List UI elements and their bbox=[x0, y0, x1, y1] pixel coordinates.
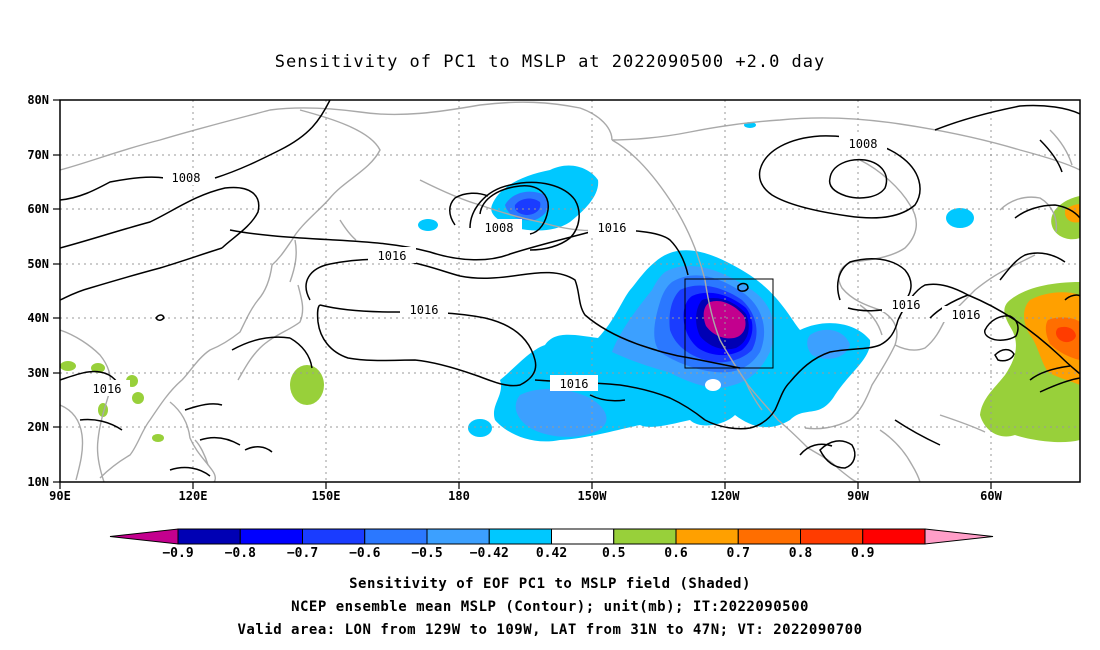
lat-label-20n: 20N bbox=[27, 420, 49, 434]
neg-field-patch-2 bbox=[468, 419, 492, 437]
contour-label-west-coast: 1016 bbox=[598, 221, 627, 235]
pos-field-patch-asia-1 bbox=[60, 361, 76, 371]
colorbar-tick-label: 0.42 bbox=[536, 546, 567, 561]
colorbar-tick-label: −0.9 bbox=[162, 546, 193, 561]
neg-field-level-05-south bbox=[515, 388, 607, 437]
graticule bbox=[60, 100, 1080, 482]
colorbar-swatch bbox=[613, 528, 677, 545]
contour-label-canada-low: 1008 bbox=[849, 137, 878, 151]
colorbar-swatch bbox=[800, 528, 864, 545]
pos-field-07-atlantic bbox=[1055, 326, 1076, 343]
caption-line-1: Sensitivity of EOF PC1 to MSLP field (Sh… bbox=[349, 576, 751, 592]
colorbar-tick-label: 0.7 bbox=[727, 546, 750, 561]
lon-label-120e: 120E bbox=[179, 489, 208, 503]
colorbar-tick-label: −0.6 bbox=[349, 546, 380, 561]
colorbar-swatch bbox=[239, 528, 303, 545]
lat-label-60n: 60N bbox=[27, 202, 49, 216]
pos-field-patch-asia-2 bbox=[91, 363, 105, 373]
pos-field-patch-asia-6 bbox=[152, 434, 164, 442]
longitude-labels: 90E 120E 150E 180 150W 120W 90W 60W bbox=[49, 489, 1002, 503]
lon-label-120w: 120W bbox=[711, 489, 741, 503]
field-gap bbox=[705, 379, 721, 391]
colorbar-upper-extension bbox=[924, 528, 994, 545]
valid-area-box bbox=[684, 278, 774, 369]
contour-label-aleutian-low: 1008 bbox=[485, 221, 514, 235]
lon-label-150e: 150E bbox=[312, 489, 341, 503]
contour-label-pacific-high-mid: 1016 bbox=[410, 303, 439, 317]
sensitivity-shading bbox=[60, 122, 1080, 443]
neg-field-level-05-east bbox=[807, 329, 850, 359]
neg-field-max bbox=[703, 300, 746, 339]
colorbar-tick-label: 0.5 bbox=[602, 546, 625, 561]
caption-line-2: NCEP ensemble mean MSLP (Contour); unit(… bbox=[291, 599, 809, 615]
lon-label-60w: 60W bbox=[980, 489, 1002, 503]
neg-field-patch-1 bbox=[418, 219, 438, 231]
contour-labels: 1008 1008 1008 1016 1016 1016 1016 1016 … bbox=[84, 135, 990, 396]
colorbar-tick-label: 0.9 bbox=[851, 546, 874, 561]
caption-line-3: Valid area: LON from 129W to 109W, LAT f… bbox=[237, 622, 862, 638]
colorbar-tick-label: −0.7 bbox=[287, 546, 318, 561]
contour-label-atlantic: 1016 bbox=[952, 308, 981, 322]
lon-label-90w: 90W bbox=[847, 489, 869, 503]
latitude-labels: 80N 70N 60N 50N 40N 30N 20N 10N bbox=[27, 93, 49, 489]
lat-label-50n: 50N bbox=[27, 257, 49, 271]
colorbar-swatch bbox=[426, 528, 490, 545]
colorbar-swatch bbox=[675, 528, 739, 545]
colorbar-swatch bbox=[177, 528, 241, 545]
neg-field-patch-3 bbox=[946, 208, 974, 228]
colorbar-tick-label: 0.8 bbox=[789, 546, 813, 561]
lon-label-180: 180 bbox=[448, 489, 470, 503]
pos-field-patch-pacific bbox=[290, 365, 324, 405]
lat-label-40n: 40N bbox=[27, 311, 49, 325]
lon-label-150w: 150W bbox=[578, 489, 608, 503]
colorbar-swatch bbox=[737, 528, 801, 545]
colorbar-tick-label: 0.6 bbox=[664, 546, 688, 561]
colorbar-swatch bbox=[862, 528, 926, 545]
colorbar: −0.9 −0.8 −0.7 −0.6 −0.5 −0.42 0.42 0.5 0.6 0.7 0.… bbox=[109, 528, 994, 561]
colorbar-tick-label: −0.8 bbox=[225, 546, 256, 561]
chart-title: Sensitivity of PC1 to MSLP at 2022090500… bbox=[275, 52, 826, 72]
lat-label-80n: 80N bbox=[27, 93, 49, 107]
map-panel: 1008 1008 1008 1016 1016 1016 1016 1016 … bbox=[60, 100, 1080, 482]
colorbar-swatch bbox=[488, 528, 552, 545]
contour-label-east-us: 1016 bbox=[892, 298, 921, 312]
lat-label-30n: 30N bbox=[27, 366, 49, 380]
colorbar-tick-label: −0.42 bbox=[470, 546, 509, 561]
lon-label-90e: 90E bbox=[49, 489, 71, 503]
lat-label-10n: 10N bbox=[27, 475, 49, 489]
colorbar-swatch bbox=[302, 528, 366, 545]
coastlines bbox=[60, 101, 1080, 482]
contour-label-siberia: 1008 bbox=[172, 171, 201, 185]
contour-label-pacific-high-south: 1016 bbox=[560, 377, 589, 391]
neg-field-bering-inner bbox=[514, 198, 541, 215]
colorbar-lower-extension bbox=[109, 528, 179, 545]
contour-label-pacific-high-north: 1016 bbox=[378, 249, 407, 263]
mslp-contours bbox=[60, 100, 1080, 477]
colorbar-swatch bbox=[551, 528, 615, 545]
pos-field-patch-asia-4 bbox=[132, 392, 144, 404]
axis-ticks bbox=[53, 99, 992, 489]
colorbar-tick-label: −0.5 bbox=[411, 546, 442, 561]
contour-label-south-asia: 1016 bbox=[93, 382, 122, 396]
map-frame bbox=[59, 99, 1081, 483]
lat-label-70n: 70N bbox=[27, 148, 49, 162]
colorbar-swatch bbox=[364, 528, 428, 545]
